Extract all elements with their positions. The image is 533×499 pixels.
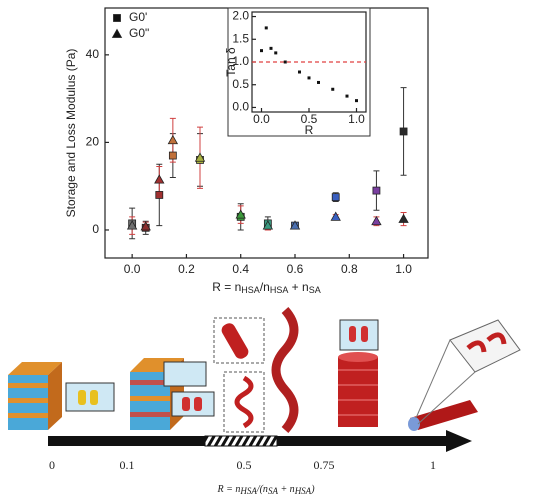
timeline-label: 0	[49, 458, 55, 472]
text-part: R = n	[216, 484, 240, 495]
y-tick-label: 20	[86, 135, 100, 149]
illustrations	[8, 306, 521, 434]
x-tick-label: 0.2	[178, 262, 195, 276]
inset-point	[307, 76, 311, 80]
inset-point	[264, 26, 268, 30]
marker-square	[331, 193, 340, 202]
y-axis-label: Storage and Loss Modulus (Pa)	[64, 49, 78, 218]
marker-triangle	[371, 215, 382, 226]
marker-triangle	[111, 28, 123, 38]
subscript: HSA	[270, 285, 289, 295]
inset-point	[345, 94, 349, 98]
y-tick-label: 40	[86, 47, 100, 61]
inset-point	[331, 87, 335, 91]
y-tick-label: 1.5	[232, 31, 249, 45]
subscript: HSA	[239, 486, 257, 496]
inset-point	[317, 80, 320, 84]
marker-square	[155, 191, 164, 199]
y-tick-label: 2.0	[232, 9, 249, 23]
marker-square	[113, 14, 121, 22]
x-tick-label: 1.0	[395, 262, 412, 276]
text-part: )	[310, 484, 315, 495]
text-part: + n	[278, 484, 295, 495]
timeline-label: 0.75	[314, 458, 335, 472]
inset-y-label: Tan δ	[224, 47, 238, 77]
inset-point	[269, 46, 273, 50]
inset-point	[260, 49, 263, 53]
text-part: /(n	[256, 484, 268, 495]
x-axis-label: R = nHSA/nHSA + nSA	[212, 280, 320, 294]
x-tick-label: 0.5	[301, 112, 318, 126]
text-part: R = n	[212, 280, 241, 294]
marker-triangle	[167, 134, 179, 145]
inset-point	[283, 60, 287, 64]
subscript: HSA	[294, 486, 312, 496]
legend-label: G0'	[129, 10, 147, 24]
inset-point	[355, 99, 358, 103]
timeline-label: 0.1	[120, 458, 135, 472]
marker-square	[372, 186, 381, 195]
y-tick-label: 0.5	[232, 77, 249, 91]
marker-triangle	[126, 220, 138, 230]
marker-triangle	[140, 221, 151, 231]
inset-point	[274, 51, 278, 55]
marker-triangle	[398, 213, 409, 223]
timeline-label: 0.5	[237, 458, 252, 472]
x-tick-label: 0.4	[232, 262, 249, 276]
y-tick-label: 0.0	[232, 100, 249, 114]
y-tick-label: 0	[92, 222, 99, 236]
x-tick-label: 0.0	[253, 112, 270, 126]
inset-x-label: R	[305, 123, 314, 137]
timeline-caption: R = nHSA/(nSA + nHSA)	[216, 484, 315, 496]
marker-triangle	[154, 174, 165, 184]
marker-triangle	[289, 220, 301, 230]
x-tick-label: 0.0	[124, 262, 141, 276]
inset-point	[298, 70, 301, 74]
marker-triangle	[262, 220, 274, 230]
marker-triangle	[235, 209, 246, 219]
marker-square	[168, 151, 177, 160]
legend-label: G0"	[129, 26, 149, 40]
text-part: + n	[288, 280, 308, 294]
x-tick-label: 1.0	[348, 112, 365, 126]
subscript: HSA	[241, 285, 260, 295]
marker-triangle	[194, 152, 206, 162]
marker-square	[399, 127, 408, 136]
x-tick-label: 0.8	[341, 262, 358, 276]
timeline	[48, 430, 472, 452]
marker-triangle	[330, 211, 341, 221]
subscript: SA	[309, 285, 321, 295]
text-part: /n	[260, 280, 270, 294]
subscript: SA	[268, 486, 279, 496]
y-tick-label: 1.0	[232, 54, 249, 68]
timeline-label: 1	[430, 458, 436, 472]
x-tick-label: 0.6	[287, 262, 304, 276]
